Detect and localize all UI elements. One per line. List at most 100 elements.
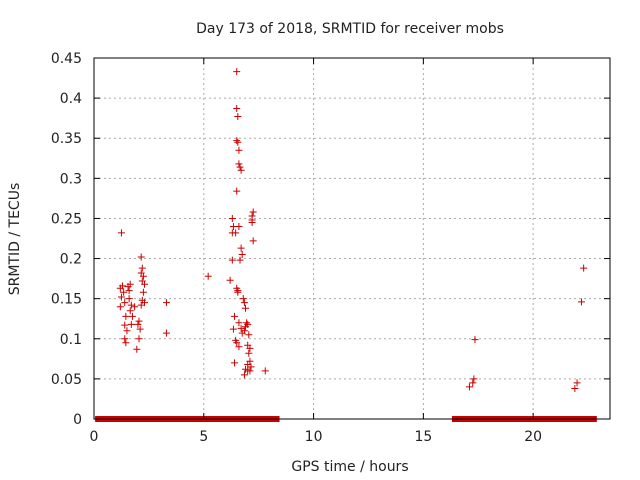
data-point bbox=[231, 359, 239, 367]
data-point bbox=[240, 371, 248, 379]
y-tick-label: 0.25 bbox=[51, 211, 82, 227]
data-point bbox=[139, 288, 147, 296]
data-point bbox=[131, 303, 139, 311]
data-point bbox=[139, 272, 147, 280]
data-point bbox=[233, 339, 241, 347]
data-point bbox=[233, 137, 241, 145]
data-point bbox=[122, 339, 130, 347]
data-point bbox=[248, 212, 256, 220]
data-points bbox=[116, 68, 588, 393]
data-point bbox=[236, 256, 244, 264]
data-point bbox=[245, 349, 253, 357]
data-point bbox=[573, 379, 581, 387]
data-point bbox=[231, 312, 239, 320]
data-point bbox=[162, 299, 170, 307]
data-point bbox=[117, 293, 125, 301]
data-point bbox=[228, 256, 236, 264]
data-point bbox=[204, 272, 212, 280]
data-point bbox=[469, 379, 477, 387]
data-point bbox=[127, 301, 135, 309]
data-point bbox=[125, 287, 133, 295]
data-point bbox=[247, 363, 255, 371]
chart-title: Day 173 of 2018, SRMTID for receiver mob… bbox=[196, 21, 504, 37]
data-point bbox=[238, 251, 246, 259]
data-point bbox=[121, 299, 129, 307]
data-point bbox=[261, 367, 269, 375]
data-point bbox=[235, 146, 243, 154]
data-point bbox=[246, 367, 254, 375]
y-tick-label: 0.2 bbox=[60, 252, 82, 268]
data-point bbox=[235, 222, 243, 230]
data-point bbox=[237, 166, 245, 174]
data-point bbox=[245, 331, 253, 339]
data-point bbox=[240, 327, 248, 335]
data-point bbox=[128, 312, 136, 320]
data-point bbox=[134, 320, 142, 328]
grid-lines bbox=[94, 58, 610, 419]
data-point bbox=[138, 264, 146, 272]
data-point bbox=[239, 295, 247, 303]
data-point bbox=[126, 307, 134, 315]
data-point bbox=[226, 276, 234, 284]
data-point bbox=[244, 320, 252, 328]
y-tick-label: 0.05 bbox=[51, 372, 82, 388]
y-tick-label: 0.1 bbox=[60, 332, 82, 348]
data-point bbox=[240, 299, 248, 307]
axis-ticks: 0 5 10 15 20 0 0.05 0.1 0.15 0.2 0.25 0.3 0.35 0.4 0.4… bbox=[51, 51, 610, 445]
x-tick-label: 20 bbox=[524, 429, 542, 445]
data-point bbox=[471, 336, 479, 344]
data-point bbox=[127, 320, 135, 328]
x-axis-label: GPS time / hours bbox=[291, 459, 408, 475]
data-point bbox=[135, 317, 143, 325]
data-point bbox=[242, 304, 250, 312]
data-point bbox=[248, 218, 256, 226]
data-point bbox=[122, 312, 130, 320]
data-point bbox=[119, 282, 127, 290]
data-point bbox=[243, 319, 251, 327]
data-point bbox=[571, 385, 579, 393]
data-point bbox=[234, 288, 242, 296]
x-tick-label: 0 bbox=[90, 429, 99, 445]
data-point bbox=[232, 229, 240, 237]
data-point bbox=[137, 253, 145, 261]
data-point bbox=[117, 229, 125, 237]
y-tick-label: 0.35 bbox=[51, 131, 82, 147]
data-point bbox=[125, 295, 133, 303]
data-point bbox=[137, 301, 145, 309]
data-point bbox=[236, 163, 244, 171]
y-tick-label: 0 bbox=[73, 412, 82, 428]
x-tick-label: 15 bbox=[414, 429, 432, 445]
data-point bbox=[126, 280, 134, 288]
data-point bbox=[233, 187, 241, 195]
x-tick-label: 10 bbox=[305, 429, 323, 445]
data-point bbox=[234, 138, 242, 146]
data-point bbox=[123, 327, 131, 335]
x-tick-label: 5 bbox=[199, 429, 208, 445]
data-point bbox=[233, 68, 241, 76]
plot-frame bbox=[93, 57, 611, 420]
data-point bbox=[120, 288, 128, 296]
data-point bbox=[141, 280, 149, 288]
data-point bbox=[234, 113, 242, 121]
data-point bbox=[249, 208, 257, 216]
data-point bbox=[229, 325, 237, 333]
data-point bbox=[121, 321, 129, 329]
data-point bbox=[235, 160, 243, 168]
y-tick-label: 0.45 bbox=[51, 51, 82, 67]
data-point bbox=[136, 325, 144, 333]
data-point bbox=[577, 298, 585, 306]
y-axis-label: SRMTID / TECUs bbox=[7, 183, 23, 296]
data-point bbox=[465, 383, 473, 391]
data-point bbox=[246, 344, 254, 352]
data-point bbox=[235, 319, 243, 327]
data-point bbox=[121, 335, 129, 343]
data-point bbox=[116, 303, 124, 311]
data-point bbox=[135, 335, 143, 343]
y-tick-label: 0.4 bbox=[60, 91, 82, 107]
data-point bbox=[133, 345, 141, 353]
data-point bbox=[162, 329, 170, 337]
y-tick-label: 0.3 bbox=[60, 171, 82, 187]
data-point bbox=[233, 105, 241, 113]
data-point bbox=[235, 343, 243, 351]
